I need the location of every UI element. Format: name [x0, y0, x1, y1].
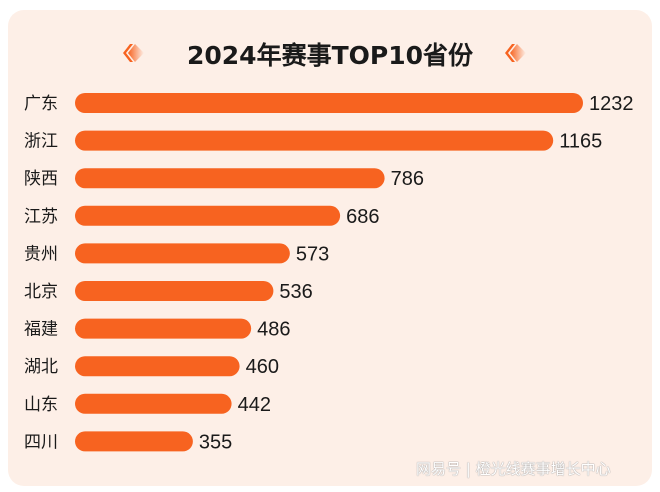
bar-陕西	[75, 168, 385, 189]
data-label: 786	[391, 168, 424, 190]
bar-浙江	[75, 130, 554, 151]
bar-北京	[75, 281, 274, 301]
watermark: 网易号 | 橙光线赛事增长中心	[416, 460, 611, 478]
category-label: 江苏	[24, 207, 58, 227]
bar-广东	[75, 93, 583, 113]
category-label: 山东	[24, 395, 58, 415]
category-label: 福建	[24, 320, 58, 340]
data-label: 442	[238, 394, 271, 416]
category-label: 湖北	[24, 357, 58, 377]
data-label: 686	[346, 206, 379, 228]
category-label: 四川	[24, 432, 58, 452]
data-label: 536	[279, 281, 312, 303]
bar-山东	[75, 393, 232, 414]
data-label: 486	[257, 319, 290, 341]
data-label: 355	[199, 431, 232, 453]
diamond-decoration-icon	[505, 44, 526, 62]
data-label: 1165	[559, 131, 602, 153]
category-label: 陕西	[24, 169, 58, 189]
diamond-decoration-icon	[123, 44, 144, 62]
data-label: 573	[296, 243, 329, 265]
category-label: 贵州	[24, 244, 58, 264]
bar-江苏	[75, 205, 341, 226]
category-label: 浙江	[24, 132, 58, 152]
bar-贵州	[75, 243, 290, 264]
data-label: 460	[246, 356, 279, 378]
bar-福建	[75, 318, 252, 339]
bar-四川	[75, 431, 193, 452]
category-label: 北京	[24, 282, 58, 302]
chart-title: 2024年赛事TOP10省份	[187, 41, 473, 70]
data-label: 1232	[589, 93, 634, 115]
category-label: 广东	[24, 94, 58, 114]
bar-湖北	[75, 356, 240, 377]
